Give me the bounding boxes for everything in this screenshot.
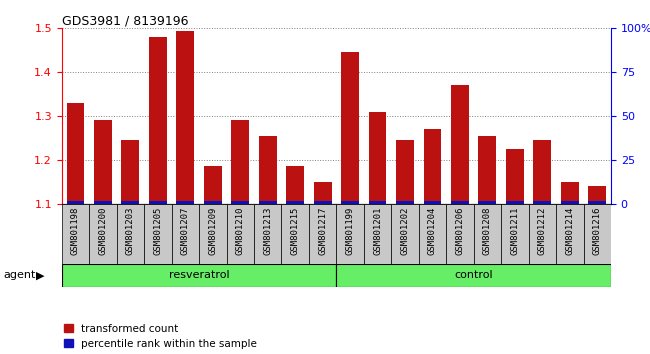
Bar [259,136,277,204]
Bar [528,204,556,264]
Bar [199,204,227,264]
Text: GSM801208: GSM801208 [483,206,492,255]
Bar [62,204,89,264]
Text: GSM801211: GSM801211 [510,206,519,255]
Bar [176,30,194,204]
Text: GSM801203: GSM801203 [126,206,135,255]
Bar [149,201,167,204]
Text: resveratrol: resveratrol [169,270,229,280]
Bar [337,264,611,287]
Bar [117,204,144,264]
Bar [561,182,579,204]
Bar [451,85,469,204]
Text: GSM801199: GSM801199 [346,206,355,255]
Bar [396,140,414,204]
Bar [281,204,309,264]
Bar [204,166,222,204]
Bar [94,120,112,204]
Bar [231,201,249,204]
Bar [66,201,84,204]
Bar [419,204,446,264]
Text: GSM801209: GSM801209 [208,206,217,255]
Bar [369,201,387,204]
Text: GSM801216: GSM801216 [593,206,602,255]
Bar [309,204,337,264]
Text: ▶: ▶ [36,270,44,280]
Text: GSM801217: GSM801217 [318,206,327,255]
Bar [424,129,441,204]
Bar [478,136,497,204]
Bar [474,204,501,264]
Bar [149,37,167,204]
Bar [204,201,222,204]
Text: control: control [454,270,493,280]
Text: GSM801202: GSM801202 [400,206,410,255]
Bar [588,186,606,204]
Bar [314,182,332,204]
Bar [66,103,84,204]
Bar [337,204,364,264]
Bar [122,201,139,204]
Text: GSM801206: GSM801206 [456,206,465,255]
Bar [122,140,139,204]
Bar [506,149,524,204]
Text: GSM801198: GSM801198 [71,206,80,255]
Bar [62,264,337,287]
Bar [341,201,359,204]
Bar [314,201,332,204]
Bar [478,201,497,204]
Bar [341,52,359,204]
Bar [391,204,419,264]
Bar [144,204,172,264]
Bar [588,201,606,204]
Bar [227,204,254,264]
Bar [556,204,584,264]
Bar [259,201,277,204]
Bar [254,204,281,264]
Bar [172,204,199,264]
Bar [561,201,579,204]
Bar [176,201,194,204]
Bar [369,112,387,204]
Bar [89,204,117,264]
Text: agent: agent [3,270,36,280]
Bar [446,204,474,264]
Text: GSM801201: GSM801201 [373,206,382,255]
Bar [451,201,469,204]
Text: GSM801205: GSM801205 [153,206,162,255]
Bar [501,204,528,264]
Text: GSM801215: GSM801215 [291,206,300,255]
Bar [534,140,551,204]
Legend: transformed count, percentile rank within the sample: transformed count, percentile rank withi… [64,324,257,349]
Bar [286,166,304,204]
Text: GSM801207: GSM801207 [181,206,190,255]
Bar [584,204,611,264]
Bar [424,201,441,204]
Text: GSM801212: GSM801212 [538,206,547,255]
Bar [231,120,249,204]
Bar [534,201,551,204]
Bar [286,201,304,204]
Text: GSM801204: GSM801204 [428,206,437,255]
Bar [506,201,524,204]
Text: GSM801213: GSM801213 [263,206,272,255]
Bar [94,201,112,204]
Text: GSM801210: GSM801210 [236,206,245,255]
Bar [364,204,391,264]
Text: GSM801200: GSM801200 [98,206,107,255]
Bar [396,201,414,204]
Text: GSM801214: GSM801214 [566,206,575,255]
Text: GDS3981 / 8139196: GDS3981 / 8139196 [62,14,188,27]
